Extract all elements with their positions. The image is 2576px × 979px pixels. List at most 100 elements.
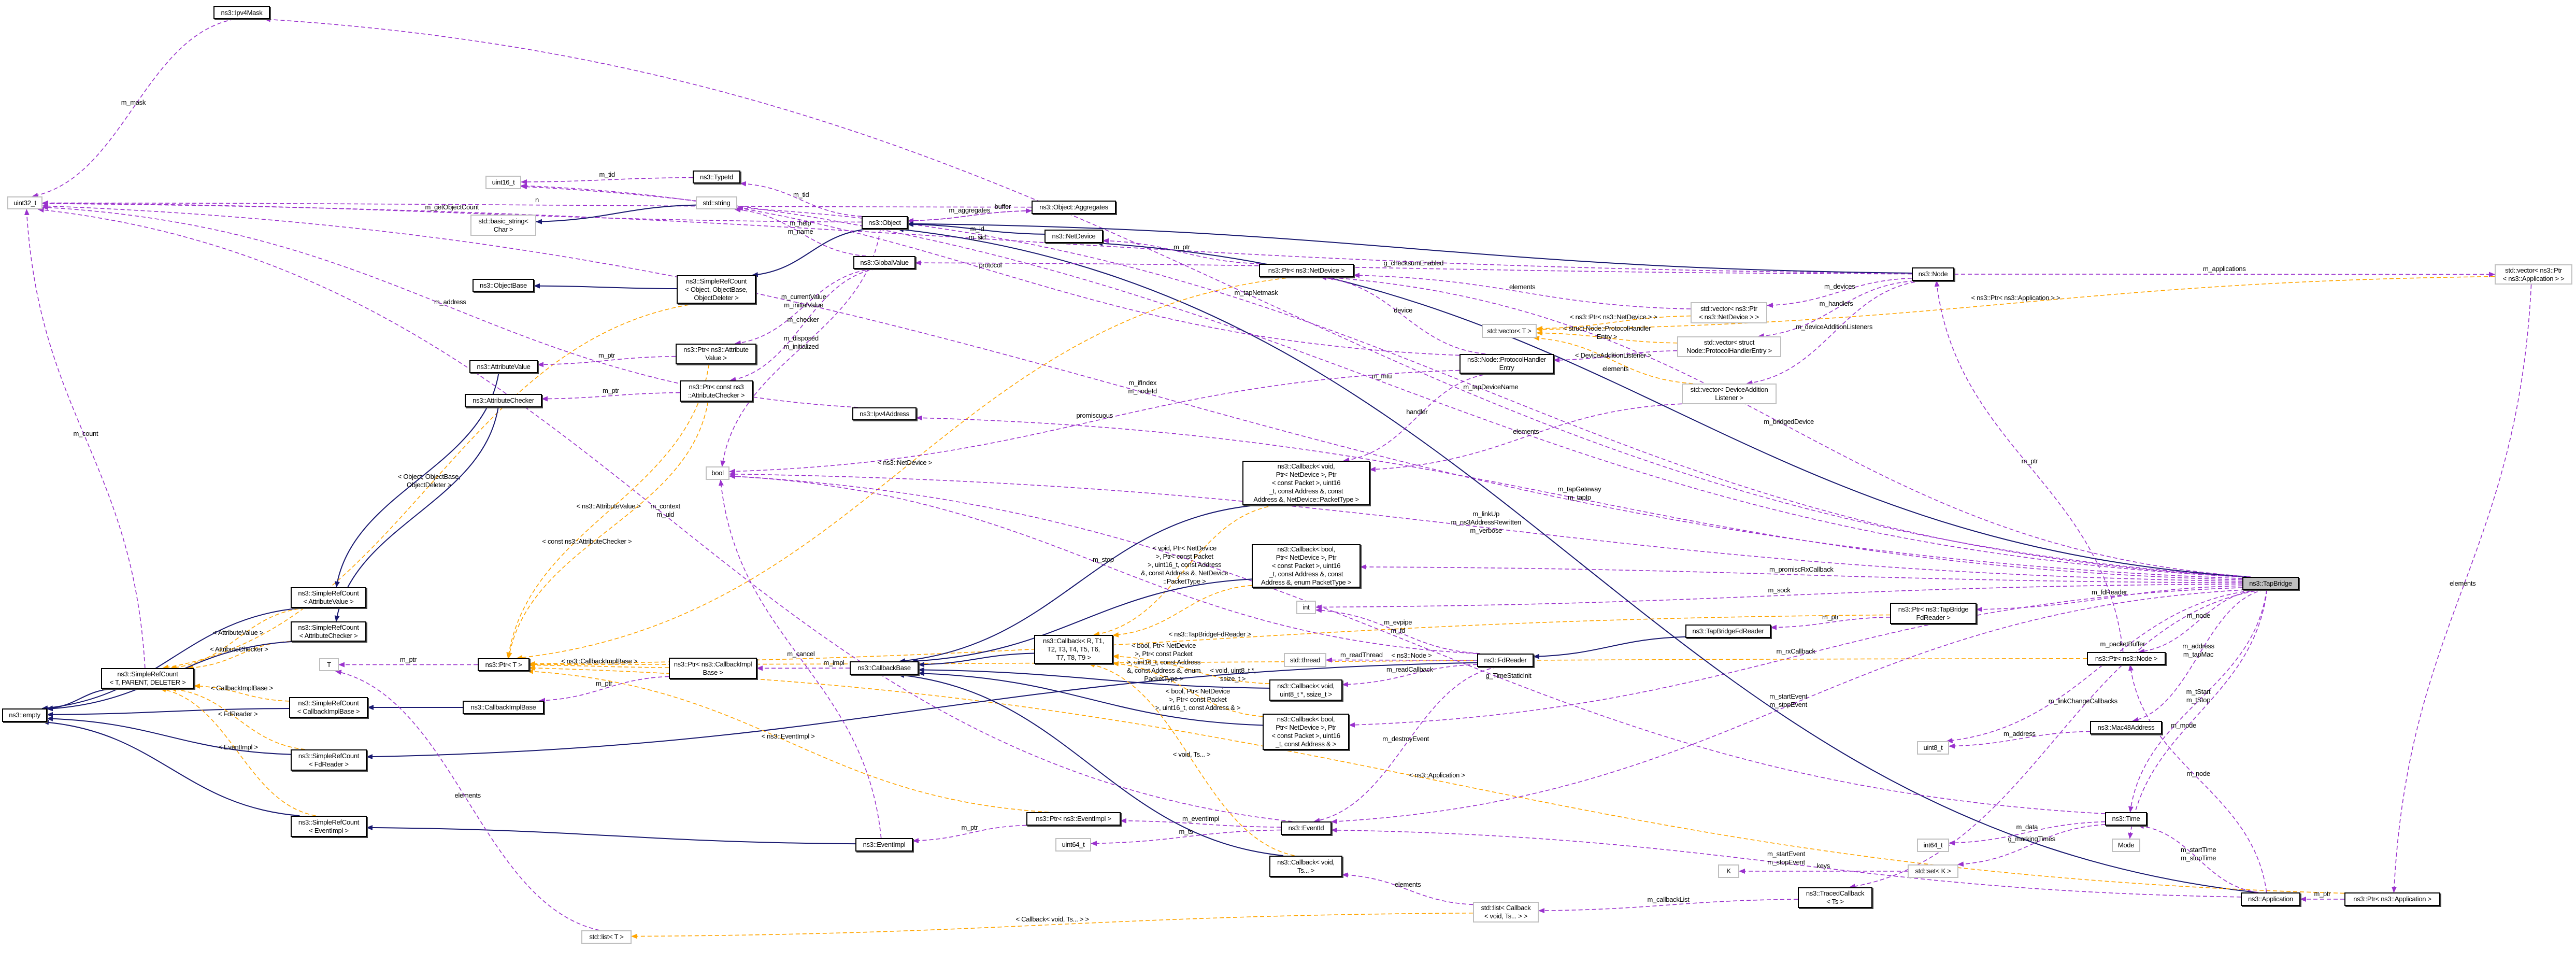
edge-label: < AttributeChecker > bbox=[210, 645, 268, 654]
edge-label: elements bbox=[454, 791, 481, 799]
class-node-phe[interactable]: ns3::Node::ProtocolHandler Entry bbox=[1459, 354, 1554, 374]
class-node-cb-bool-pt[interactable]: ns3::Callback< bool, Ptr< NetDevice >, P… bbox=[1252, 544, 1361, 588]
class-node-empty[interactable]: ns3::empty bbox=[2, 708, 47, 722]
class-node-aggregates[interactable]: ns3::Object::Aggregates bbox=[1032, 201, 1116, 214]
edge-label: elements bbox=[1513, 427, 1539, 435]
class-node-cb-void-ts[interactable]: ns3::Callback< void, Ts... > bbox=[1269, 856, 1342, 877]
class-node-ptr-fd-reader[interactable]: ns3::Ptr< ns3::TapBridge FdReader > bbox=[1890, 603, 1977, 624]
class-node-traced[interactable]: ns3::TracedCallback < Ts > bbox=[1798, 887, 1872, 908]
edge-label: m_mask bbox=[121, 98, 146, 106]
edge-label: handler bbox=[1406, 408, 1428, 416]
class-node-eventid[interactable]: ns3::EventId bbox=[1281, 821, 1332, 835]
class-node-ptr-cib[interactable]: ns3::Ptr< ns3::CallbackImpl Base > bbox=[669, 658, 757, 679]
class-node-mac48[interactable]: ns3::Mac48Address bbox=[2090, 721, 2162, 734]
edge-label: m_ts bbox=[1179, 827, 1193, 835]
class-node-cb-void-pt[interactable]: ns3::Callback< void, Ptr< NetDevice >, P… bbox=[1242, 461, 1370, 505]
class-node-attrchecker[interactable]: ns3::AttributeChecker bbox=[465, 394, 542, 407]
edge-label: < DeviceAdditionListener > bbox=[1575, 351, 1652, 359]
member-edge-eventimpl-to-bool bbox=[718, 479, 882, 839]
class-node-ptr-attr-value[interactable]: ns3::Ptr< ns3::Attribute Value > bbox=[676, 344, 756, 364]
member-edge-node-to-vec-phe bbox=[1757, 280, 1914, 339]
class-node-node[interactable]: ns3::Node bbox=[1912, 267, 1954, 281]
edge-label: m_disposed m_initialized bbox=[783, 334, 819, 350]
edge-label: < void, uint8_t *, ssize_t > bbox=[1210, 666, 1256, 683]
edge-label: device bbox=[1394, 306, 1413, 314]
edge-label: < ns3::EventImpl > bbox=[761, 732, 815, 740]
member-edge-globalvalue-to-ptr-attr-checker bbox=[729, 268, 876, 382]
member-edge-ptr-fd-reader-to-tb-fd-reader bbox=[1770, 616, 1891, 630]
class-node-globalvalue[interactable]: ns3::GlobalValue bbox=[853, 256, 915, 269]
class-node-src-tpd[interactable]: ns3::SimpleRefCount < T, PARENT, DELETER… bbox=[101, 668, 194, 689]
edge-label: elements bbox=[1509, 282, 1536, 291]
member-edge-tapbridge-to-traced bbox=[1849, 589, 2262, 889]
template-edge-ptr-event-impl-to-ptr-t bbox=[527, 669, 1049, 813]
class-node-src-attr-value[interactable]: ns3::SimpleRefCount < AttributeValue > bbox=[291, 587, 366, 608]
edge-label: m_data bbox=[2016, 823, 2038, 831]
edge-label: < CallbackImplBase > bbox=[210, 684, 274, 692]
inheritance-edge-attrchecker-to-src-attr-checker bbox=[334, 407, 499, 622]
inheritance-edge-cb-bool-pt-to-callbackbase bbox=[911, 578, 1252, 664]
edge-label: < FdReader > bbox=[218, 710, 258, 718]
class-node-ptr-net-device[interactable]: ns3::Ptr< ns3::NetDevice > bbox=[1259, 264, 1354, 277]
member-edge-list-cb-to-cb-void-ts bbox=[1342, 872, 1473, 905]
class-node-typeid[interactable]: ns3::TypeId bbox=[693, 171, 740, 183]
class-node-ptr-event-impl[interactable]: ns3::Ptr< ns3::EventImpl > bbox=[1026, 812, 1121, 826]
class-node-set-k: std::set< K > bbox=[1908, 864, 1958, 878]
edge-label: m_startEvent m_stopEvent bbox=[1767, 850, 1805, 867]
class-node-object[interactable]: ns3::Object bbox=[862, 216, 908, 229]
edge-label: m_evpipe m_fd bbox=[1384, 618, 1412, 635]
edge-label: elements bbox=[1395, 880, 1421, 888]
member-edge-tapbridge-to-mac48 bbox=[2132, 589, 2265, 722]
edge-label: m_checker bbox=[787, 315, 819, 323]
template-edge-ptr-fd-reader-to-ptr-t bbox=[529, 614, 1891, 666]
class-node-ptr-node[interactable]: ns3::Ptr< ns3::Node > bbox=[2087, 652, 2166, 665]
member-edge-tapbridge-to-bool bbox=[729, 471, 2243, 582]
member-edge-ptr-node-to-node bbox=[1934, 280, 2124, 652]
member-edge-tapbridge-to-uint32 bbox=[42, 203, 2243, 579]
class-node-eventimpl[interactable]: ns3::EventImpl bbox=[855, 838, 913, 852]
class-node-ptr-t[interactable]: ns3::Ptr< T > bbox=[478, 658, 529, 671]
class-node-ptr-attr-checker[interactable]: ns3::Ptr< const ns3 ::AttributeChecker > bbox=[680, 380, 753, 402]
member-edge-tapbridge-to-string bbox=[737, 205, 2244, 577]
member-edge-ptr-event-impl-to-eventimpl bbox=[912, 825, 1027, 844]
class-node-src-fd-reader[interactable]: ns3::SimpleRefCount < FdReader > bbox=[291, 749, 367, 771]
class-node-cib[interactable]: ns3::CallbackImplBase bbox=[463, 701, 544, 714]
class-node-src-attr-checker[interactable]: ns3::SimpleRefCount < AttributeChecker > bbox=[291, 621, 366, 642]
class-node-src-object[interactable]: ns3::SimpleRefCount < Object, ObjectBase… bbox=[677, 275, 756, 304]
edge-label: m_startTime m_stopTime bbox=[2181, 845, 2216, 862]
edge-label: < ns3::Application > bbox=[1409, 771, 1466, 779]
edge-label: m_getObjectCount bbox=[425, 203, 479, 211]
member-edge-object-to-typeid bbox=[740, 181, 862, 217]
edge-label: m_address bbox=[434, 297, 466, 306]
member-edge-tapbridge-to-ptr-node bbox=[2138, 589, 2258, 654]
class-node-fdreader[interactable]: ns3::FdReader bbox=[1477, 654, 1534, 667]
edge-label: m_context m_uid bbox=[650, 502, 680, 518]
class-node-application[interactable]: ns3::Application bbox=[2241, 892, 2300, 906]
class-node-cb-void-u8[interactable]: ns3::Callback< void, uint8_t *, ssize_t … bbox=[1269, 679, 1342, 701]
class-node-tb-fd-reader[interactable]: ns3::TapBridgeFdReader bbox=[1685, 625, 1771, 638]
class-node-vec-ptr-app: std::vector< ns3::Ptr < ns3::Application… bbox=[2495, 264, 2572, 285]
class-node-attrvalue[interactable]: ns3::AttributeValue bbox=[469, 360, 538, 373]
member-edge-ipv4address-to-uint32 bbox=[42, 205, 858, 408]
class-node-tapbridge[interactable]: ns3::TapBridge bbox=[2242, 577, 2299, 590]
edge-label: < Object, ObjectBase, ObjectDeleter > bbox=[397, 472, 461, 489]
edge-label: m_ptr bbox=[1173, 243, 1190, 251]
member-edge-eventid-to-uint32 bbox=[37, 207, 1293, 822]
class-node-ipv4mask[interactable]: ns3::Ipv4Mask bbox=[213, 6, 270, 19]
class-node-time[interactable]: ns3::Time bbox=[2105, 812, 2147, 826]
class-node-cb-bool-addr[interactable]: ns3::Callback< bool, Ptr< NetDevice >, P… bbox=[1263, 714, 1349, 750]
class-node-src-cib[interactable]: ns3::SimpleRefCount < CallbackImplBase > bbox=[289, 697, 368, 718]
member-edge-tapbridge-to-eventid bbox=[1331, 589, 2245, 824]
class-node-callbackbase[interactable]: ns3::CallbackBase bbox=[850, 661, 919, 675]
class-node-objectbase[interactable]: ns3::ObjectBase bbox=[473, 279, 534, 292]
class-node-cb-r[interactable]: ns3::Callback< R, T1, T2, T3, T4, T5, T6… bbox=[1034, 635, 1113, 664]
template-edge-ptr-net-device-to-ptr-t bbox=[516, 277, 1293, 660]
class-node-ipv4address[interactable]: ns3::Ipv4Address bbox=[852, 407, 917, 420]
class-node-netdevice[interactable]: ns3::NetDevice bbox=[1044, 230, 1103, 243]
class-node-ptr-app[interactable]: ns3::Ptr< ns3::Application > bbox=[2344, 892, 2440, 906]
edge-label: m_startEvent m_stopEvent bbox=[1769, 692, 1808, 708]
class-node-string: std::string bbox=[696, 196, 737, 209]
member-edge-fdreader-to-int bbox=[1315, 607, 1480, 654]
class-node-src-event-impl[interactable]: ns3::SimpleRefCount < EventImpl > bbox=[291, 816, 367, 837]
